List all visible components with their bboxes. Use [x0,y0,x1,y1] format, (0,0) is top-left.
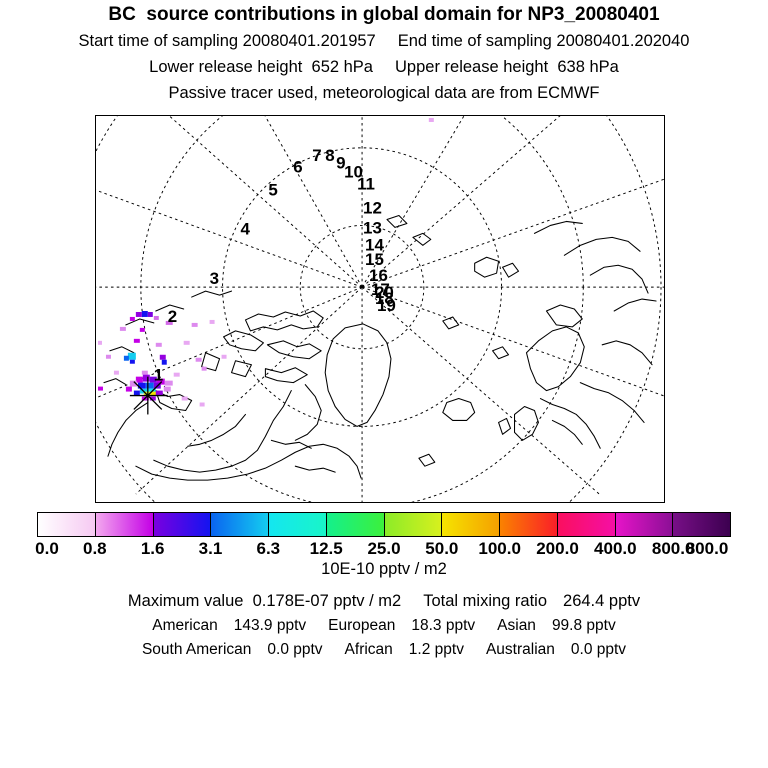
colorbar-tick-9: 200.0 [536,539,579,558]
total-mixing-ratio-value: 264.4 pptv [563,592,641,610]
traj-label-9: 9 [336,154,345,173]
colorbar-tick-1: 0.8 [83,539,107,558]
region-value-south-american: 0.0 pptv [267,641,323,658]
traj-label-10: 10 [344,163,363,182]
polar-map: 1 2 3 4 5 6 7 8 9 10 11 12 13 14 15 16 1… [96,116,664,502]
end-time-value: 20080401.202040 [556,32,690,50]
colorbar-tick-7: 50.0 [425,539,459,558]
colorbar-segment-6 [384,513,443,536]
colorbar-tick-5: 12.5 [309,539,343,558]
colorbar-segment-7 [442,513,500,536]
region-value-australian: 0.0 pptv [570,641,627,658]
end-time-label: End time of sampling [397,32,552,50]
lower-release-height-value: 652 hPa [311,58,373,76]
colorbar [37,512,731,537]
traj-label-19: 19 [377,296,396,315]
traj-label-7: 7 [312,146,321,165]
colorbar-segment-11 [673,513,730,536]
figure-title: BC source contributions in global domain… [108,4,660,25]
traj-label-16: 16 [369,266,388,285]
trajectory-labels: 1 2 3 4 5 6 7 8 9 10 11 12 13 14 15 16 1… [154,146,396,385]
colorbar-tick-labels: 0.0 0.8 1.6 3.1 6.3 12.5 25.0 50.0 100.0 200.0 400… [0,539,768,561]
traj-label-6: 6 [293,158,302,177]
region-name-south-american: South American [141,641,252,658]
coastlines [103,214,657,481]
upper-release-height-label: Upper release height [395,58,549,76]
release-point-marker [129,376,168,415]
traj-label-11: 11 [357,175,375,194]
traj-label-12: 12 [363,199,382,218]
colorbar-segment-2 [153,513,212,536]
traj-label-2: 2 [168,307,177,326]
region-name-australian: Australian [485,641,555,658]
colorbar-segment-5 [326,513,385,536]
region-name-african: African [344,641,393,658]
release-height-row: Lower release height 652 hPa Upper releas… [0,58,768,77]
colorbar-tick-3: 3.1 [198,539,223,558]
colorbar-segment-0 [38,513,96,536]
colorbar-segment-3 [211,513,269,536]
lower-release-height-label: Lower release height [149,58,303,76]
traj-label-20: 20 [375,283,394,302]
region-value-african: 1.2 pptv [408,641,464,658]
colorbar-tick-8: 100.0 [478,539,521,558]
region-name-european: European [328,617,396,634]
region-name-asian: Asian [497,617,536,634]
maximum-value-label: Maximum value [127,592,244,610]
upper-release-height-value: 638 hPa [557,58,619,76]
colorbar-tick-max: 800.0 [685,539,729,558]
start-time-value: 20080401.201957 [242,32,376,50]
colorbar-segment-4 [269,513,327,536]
traj-label-5: 5 [268,181,277,200]
colorbar-tick-2: 1.6 [140,539,165,558]
colorbar-unit-label: 10E-10 pptv / m2 [321,560,447,578]
colorbar-tick-10: 400.0 [594,539,637,558]
maximum-value: 0.178E-07 pptv / m2 [252,592,402,610]
region-value-american: 143.9 pptv [233,617,307,634]
colorbar-tick-4: 6.3 [256,539,281,558]
sampling-time-row: Start time of sampling 20080401.201957 En… [0,32,768,51]
colorbar-segment-8 [500,513,558,536]
traj-label-4: 4 [240,219,250,238]
colorbar-segment-1 [95,513,154,536]
region-value-asian: 99.8 pptv [551,617,616,634]
colorbar-segment-9 [557,513,616,536]
colorbar-tick-11: 800.0 [651,539,695,558]
colorbar-segment-10 [615,513,674,536]
total-mixing-ratio-label: Total mixing ratio [423,592,548,610]
region-name-american: American [152,617,218,634]
traj-label-15: 15 [365,250,384,269]
traj-label-13: 13 [363,218,382,237]
graticule-meridians [96,116,664,502]
map-plot-area: 1 2 3 4 5 6 7 8 9 10 11 12 13 14 15 16 1… [95,115,665,503]
traj-label-3: 3 [210,269,219,288]
colorbar-strip [37,512,731,537]
region-value-european: 18.3 pptv [411,617,476,634]
start-time-label: Start time of sampling [78,32,239,50]
summary-row-regions-1: American 143.9 pptv European 18.3 pptv Asian… [0,617,768,635]
traj-label-14: 14 [365,235,384,254]
traj-label-17: 17 [371,280,390,299]
colorbar-tick-6: 25.0 [367,539,401,558]
colorbar-tick-0: 0.0 [35,539,59,558]
tracer-note: Passive tracer used, meteorological data… [168,84,600,102]
summary-row-maximum: Maximum value 0.178E-07 pptv / m2 Total m… [0,592,768,611]
summary-row-regions-2: South American 0.0 pptv African 1.2 pptv Aus… [0,641,768,659]
traj-label-8: 8 [325,146,334,165]
traj-label-1: 1 [154,366,163,385]
traj-label-18: 18 [375,289,394,308]
